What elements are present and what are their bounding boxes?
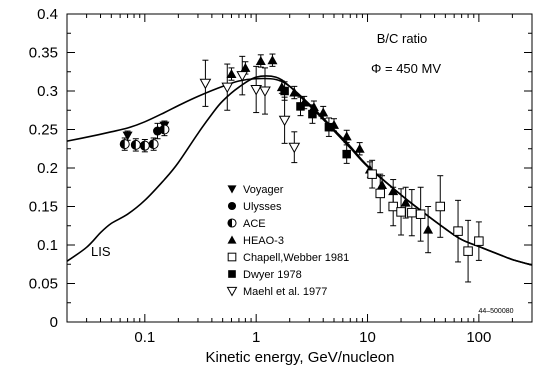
x-tick-label: 10 (359, 329, 376, 346)
data-point (139, 140, 150, 151)
data-point (221, 82, 234, 94)
data-point (119, 139, 130, 150)
legend-label: Maehl et al. 1977 (243, 286, 327, 298)
data-point (130, 139, 141, 150)
data-point (240, 62, 251, 72)
data-point (148, 139, 159, 150)
data-point (255, 55, 266, 65)
y-axis-ticks: 0 0.05 0.1 0.15 0.2 0.25 0.3 0.35 0.4 (29, 6, 532, 331)
data-point (308, 109, 317, 119)
data-point (122, 131, 133, 141)
legend: Voyager Ulysses ACE HEAO-3 Chapell,Webber 19… (226, 184, 349, 298)
data-point (388, 201, 398, 212)
legend-label: Ulysses (243, 201, 282, 213)
y-tick-label: 0.3 (37, 83, 58, 100)
data-point (226, 69, 237, 79)
data-point (453, 226, 463, 236)
data-point (280, 86, 289, 96)
x-tick-label: 100 (466, 329, 491, 346)
legend-marker (227, 252, 237, 262)
data-point (375, 188, 385, 199)
data-point (259, 86, 271, 98)
legend-label: Dwyer 1978 (243, 269, 302, 281)
series-maehl-et-al-1977 (199, 55, 301, 164)
data-point (296, 102, 305, 111)
x-tick-label: 0.1 (134, 329, 155, 346)
legend-marker (227, 185, 237, 194)
data-point (341, 131, 352, 141)
chart-subtitle: Φ = 450 MV (371, 61, 441, 76)
y-tick-label: 0.35 (29, 45, 58, 62)
data-points (119, 53, 484, 283)
data-point (342, 149, 351, 159)
data-point (463, 246, 473, 256)
data-point (354, 143, 365, 153)
data-point (318, 107, 329, 117)
legend-label: Chapell,Webber 1981 (243, 252, 349, 264)
y-tick-label: 0.15 (29, 199, 58, 216)
chart-title: B/C ratio (377, 31, 428, 46)
data-point (267, 55, 278, 65)
data-point (435, 201, 446, 212)
legend-marker (228, 270, 236, 278)
data-point (278, 115, 291, 127)
data-point (474, 236, 484, 246)
series-ace (119, 122, 170, 153)
data-point (396, 207, 406, 217)
data-point (250, 84, 263, 96)
data-point (423, 224, 434, 234)
legend-label: Voyager (243, 184, 284, 196)
x-tick-label: 1 (252, 329, 260, 346)
legend-marker (227, 218, 237, 228)
series-chapell-webber-1981 (367, 159, 484, 283)
x-axis-title: Kinetic energy, GeV/nucleon (205, 349, 394, 366)
lis-curve-label: LIS (91, 244, 111, 259)
curve-modulated (66, 77, 533, 266)
data-point (289, 87, 300, 97)
y-tick-label: 0.25 (29, 122, 58, 139)
y-tick-label: 0.2 (37, 160, 58, 177)
x-axis-ticks: 0.1 1 10 100 (66, 14, 533, 346)
y-tick-label: 0.05 (29, 276, 58, 293)
data-point (324, 122, 334, 132)
data-point (288, 142, 301, 154)
series-dwyer-1978 (280, 81, 351, 164)
legend-label: HEAO-3 (243, 235, 284, 247)
y-tick-label: 0 (50, 314, 58, 331)
data-point (308, 102, 319, 112)
legend-marker (227, 235, 237, 244)
legend-marker (227, 201, 237, 211)
y-tick-label: 0.1 (37, 237, 58, 254)
data-point (159, 124, 170, 135)
y-tick-label: 0.4 (37, 6, 58, 23)
data-point (415, 209, 426, 219)
legend-label: ACE (243, 218, 266, 230)
data-point (367, 169, 377, 179)
data-point (400, 197, 411, 207)
data-point (377, 179, 388, 189)
figure-id: 44–500080 (478, 308, 513, 315)
legend-marker (226, 286, 238, 297)
data-point (236, 71, 249, 82)
data-point (407, 207, 417, 218)
data-point (199, 78, 212, 90)
